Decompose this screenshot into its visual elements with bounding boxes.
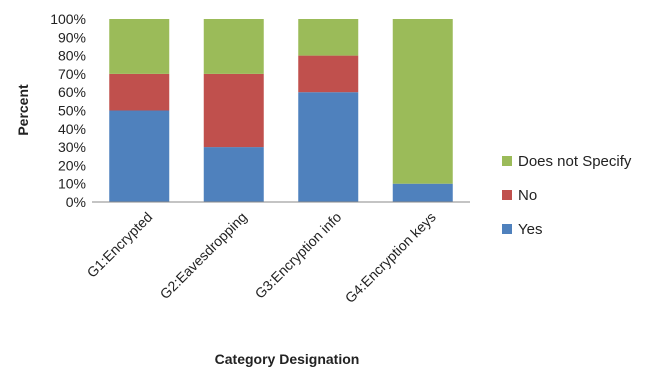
bar-yes	[203, 147, 264, 202]
y-tick-label: 50%	[58, 103, 86, 119]
legend-label: Yes	[518, 221, 542, 238]
y-tick-label: 20%	[58, 157, 86, 173]
y-tick-label: 80%	[58, 48, 86, 64]
bar-no	[109, 73, 170, 111]
legend: Does not Specify No Yes	[502, 153, 632, 238]
x-axis-categories: G1:Encrypted G2:Eavesdropping G3:Encryptio…	[84, 209, 439, 306]
legend-label: Does not Specify	[518, 153, 632, 170]
legend-label: No	[518, 187, 537, 204]
bars	[109, 19, 453, 202]
bar-does-not-specify	[298, 19, 359, 56]
legend-swatch	[502, 224, 512, 234]
bar-yes	[298, 92, 359, 202]
bar-no	[298, 55, 359, 93]
legend-swatch	[502, 190, 512, 200]
bar-yes	[392, 183, 453, 202]
x-category-label: G2:Eavesdropping	[157, 209, 250, 302]
y-tick-label: 40%	[58, 121, 86, 137]
x-category-label: G3:Encryption info	[252, 209, 345, 302]
y-tick-label: 100%	[50, 11, 86, 27]
bar-does-not-specify	[392, 19, 453, 184]
y-tick-label: 70%	[58, 66, 86, 82]
y-tick-label: 30%	[58, 139, 86, 155]
legend-swatch	[502, 156, 512, 166]
x-category-label: G4:Encryption keys	[342, 209, 439, 306]
y-tick-label: 0%	[66, 194, 86, 210]
y-tick-label: 90%	[58, 29, 86, 45]
y-axis-title: Percent	[15, 84, 31, 136]
x-axis-title: Category Designation	[215, 351, 360, 367]
bar-does-not-specify	[109, 19, 170, 74]
y-axis-ticks: 0% 10% 20% 30% 40% 50% 60% 70% 80% 90% 100%	[50, 11, 86, 210]
bar-does-not-specify	[203, 19, 264, 74]
y-tick-label: 10%	[58, 176, 86, 192]
x-category-label: G1:Encrypted	[84, 209, 156, 281]
y-tick-label: 60%	[58, 84, 86, 100]
bar-yes	[109, 110, 170, 202]
bar-no	[203, 73, 264, 148]
